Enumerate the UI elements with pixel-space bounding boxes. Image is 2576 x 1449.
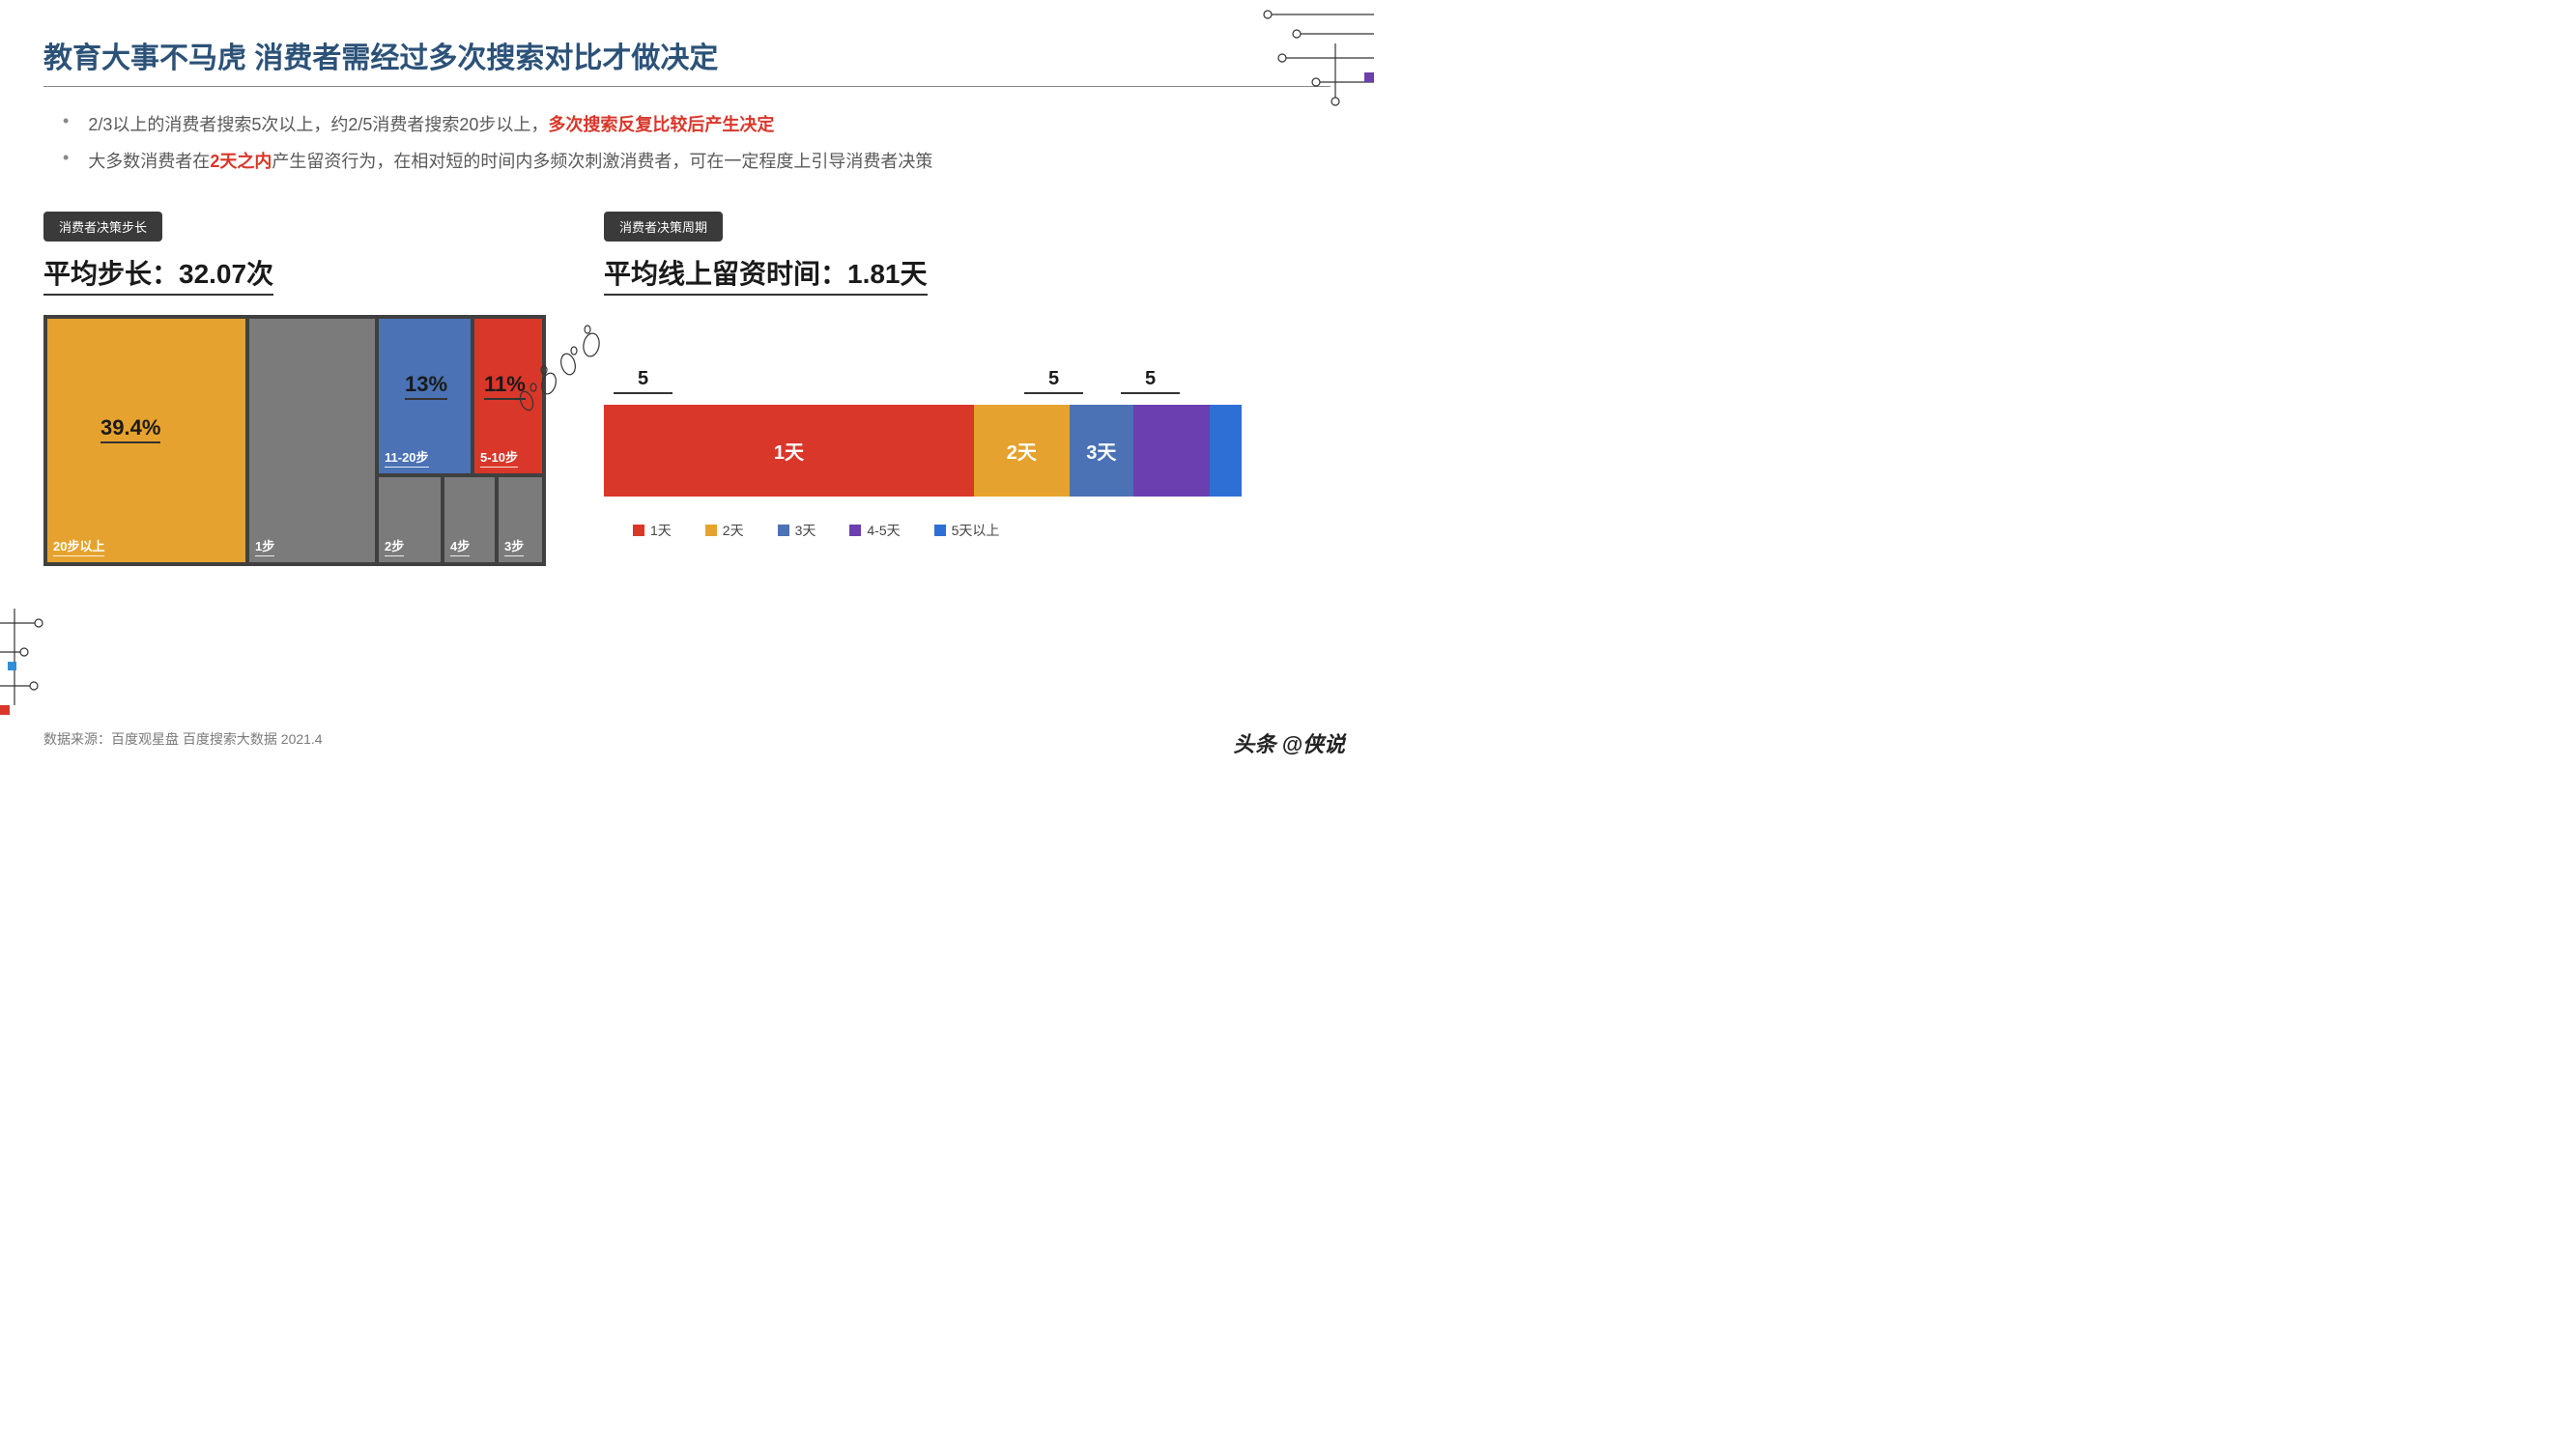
stacked-bar-segment: 1天: [604, 405, 974, 497]
treemap-cell-pct: 39.4%: [100, 415, 160, 443]
bullet-text: 产生留资行为，在相对短的时间内多频次刺激消费者，可在一定程度上引导消费者决策: [272, 152, 932, 171]
stacked-bar-chart: 1天2天3天: [604, 405, 1242, 497]
chart-badge: 消费者决策步长: [43, 212, 162, 242]
bullet-text: 2/3以上的消费者搜索5次以上，约2/5消费者搜索20步以上，: [88, 115, 548, 134]
bullet-highlight: 多次搜索反复比较后产生决定: [548, 115, 774, 134]
chart-legend: 1天 2天 3天 4-5天 5天以上: [604, 521, 1331, 540]
treemap-chart-block: 消费者决策步长 平均步长：32.07次 20步以上 39.4% 1步 11-20步 13…: [43, 212, 556, 566]
legend-item: 4-5天: [849, 521, 900, 540]
treemap-cell: 4步: [444, 477, 495, 562]
stacked-bar-segment: [1210, 405, 1242, 497]
stacked-bar-segment: 2天: [974, 405, 1070, 497]
legend-label: 4-5天: [867, 521, 900, 540]
legend-swatch: [934, 525, 946, 536]
treemap-cell-pct: 13%: [405, 372, 447, 400]
stack-top-label: 5: [614, 368, 673, 394]
bullet-text: 大多数消费者在: [88, 152, 210, 171]
treemap-cell: 3步: [499, 477, 542, 562]
stack-top-label: 5: [1121, 368, 1180, 394]
treemap-cell: 1步: [249, 319, 375, 562]
legend-item: 1天: [633, 521, 672, 540]
legend-swatch: [633, 525, 644, 536]
bullet-item: • 2/3以上的消费者搜索5次以上，约2/5消费者搜索20步以上，多次搜索反复比…: [63, 111, 1331, 136]
legend-swatch: [778, 525, 789, 536]
decoration-bottom-left: [0, 609, 58, 724]
bullet-dot-icon: •: [63, 111, 69, 131]
legend-item: 5天以上: [934, 521, 1000, 540]
treemap-cell-label: 11-20步: [385, 447, 429, 468]
stack-top-labels: 5 5 5: [604, 368, 1331, 397]
stacked-bar-block: 消费者决策周期 平均线上留资时间：1.81天 555 1天2天3天 1天2天3天…: [604, 212, 1331, 566]
data-source-footer: 数据来源：百度观星盘 百度搜索大数据 2021.4: [43, 729, 323, 749]
chart-heading: 平均步长：32.07次: [43, 253, 273, 296]
bullet-item: • 大多数消费者在2天之内产生留资行为，在相对短的时间内多频次刺激消费者，可在一…: [63, 148, 1331, 173]
treemap-chart: 20步以上39.4%1步11-20步13%5-10步11%2步4步3步: [43, 315, 546, 566]
chart-heading: 平均线上留资时间：1.81天: [604, 253, 928, 296]
treemap-cell-label: 5-10步: [480, 447, 518, 468]
bullet-dot-icon: •: [63, 148, 69, 168]
stack-top-label: 5: [1024, 368, 1083, 394]
treemap-cell-label: 4步: [450, 536, 470, 556]
treemap-cell: 2步: [379, 477, 441, 562]
footsteps-icon: [512, 324, 609, 411]
legend-label: 5天以上: [952, 521, 1000, 540]
treemap-cell-label: 3步: [504, 536, 524, 556]
legend-swatch: [705, 525, 717, 536]
legend-label: 1天: [650, 521, 672, 540]
treemap-cell-label: 1步: [255, 536, 274, 556]
bullet-list: • 2/3以上的消费者搜索5次以上，约2/5消费者搜索20步以上，多次搜索反复比…: [63, 111, 1331, 173]
page-title: 教育大事不马虎 消费者需经过多次搜索对比才做决定: [43, 34, 1331, 87]
stacked-bar-segment: [1133, 405, 1210, 497]
watermark: 头条 @侠说: [1233, 727, 1345, 758]
legend-label: 2天: [723, 521, 744, 540]
legend-item: 2天: [705, 521, 744, 540]
legend-swatch: [849, 525, 861, 536]
legend-label: 3天: [795, 521, 816, 540]
treemap-cell-label: 20步以上: [53, 536, 104, 556]
legend-item: 3天: [778, 521, 816, 540]
stacked-bar-segment: 3天: [1070, 405, 1133, 497]
chart-badge: 消费者决策周期: [604, 212, 723, 242]
treemap-cell-label: 2步: [385, 536, 404, 556]
bullet-highlight: 2天之内: [210, 152, 272, 171]
